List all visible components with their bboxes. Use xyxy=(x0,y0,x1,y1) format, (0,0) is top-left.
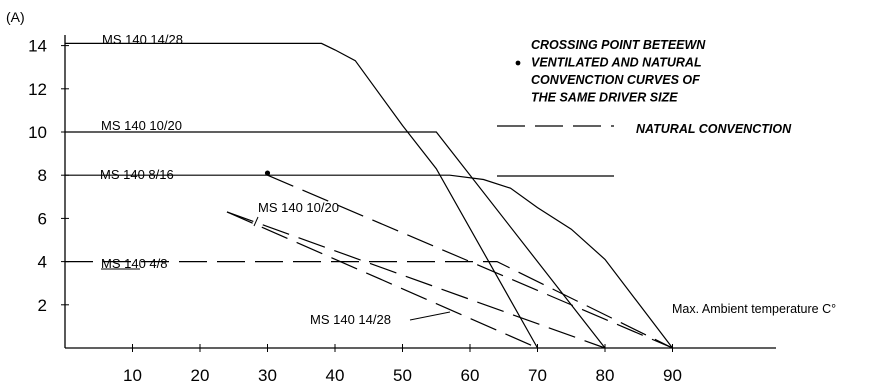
legend-natural-convection-text: NATURAL CONVENCTION xyxy=(636,122,792,136)
dashed-series-line xyxy=(226,211,606,349)
axes: 10 20 30 40 50 60 70 80 90 2 4 6 8 10 12 14 xyxy=(28,35,776,385)
x-tick-label: 40 xyxy=(326,366,345,385)
solid-series-line xyxy=(65,174,673,349)
legend: CROSSING POINT BETEEWN VENTILATED AND NAT… xyxy=(497,38,792,177)
series-label: MS 140 14/28 xyxy=(310,312,391,327)
solid-series-line xyxy=(65,42,539,349)
x-tick-label: 70 xyxy=(528,366,547,385)
y-tick-label: 4 xyxy=(38,253,47,272)
dashed-series-line xyxy=(226,211,538,349)
y-tick-label: 12 xyxy=(28,80,47,99)
legend-crossing-marker xyxy=(515,60,521,66)
x-tick-label: 80 xyxy=(596,366,615,385)
crossing-point-marker xyxy=(264,170,271,176)
y-tick-label: 8 xyxy=(38,166,47,185)
x-axis-label: Max. Ambient temperature C° xyxy=(672,302,836,316)
legend-crossing-text: VENTILATED AND NATURAL xyxy=(531,56,702,70)
x-tick-label: 50 xyxy=(393,366,412,385)
legend-crossing-text: THE SAME DRIVER SIZE xyxy=(531,91,678,105)
x-tick-label: 60 xyxy=(461,366,480,385)
legend-crossing-text: CONVENCTION CURVES OF xyxy=(531,73,700,87)
y-tick-label: 10 xyxy=(28,123,47,142)
legend-crossing-text: CROSSING POINT BETEEWN xyxy=(531,38,706,52)
x-tick-label: 90 xyxy=(663,366,682,385)
y-tick-label: 14 xyxy=(28,37,47,56)
x-tick-label: 10 xyxy=(123,366,142,385)
series-label: MS 140 4/8 xyxy=(101,256,168,271)
label-leader-line xyxy=(409,311,451,321)
label-leader-line xyxy=(253,216,259,227)
x-tick-label: 30 xyxy=(258,366,277,385)
series-label: MS 140 14/28 xyxy=(102,32,183,47)
solid-series-line xyxy=(65,131,606,349)
dashed-series-line xyxy=(267,174,673,349)
series-label: MS 140 8/16 xyxy=(100,167,174,182)
series-labels: MS 140 14/28 MS 140 10/20 MS 140 8/16 MS 14… xyxy=(100,32,451,327)
series-label: MS 140 10/20 xyxy=(101,118,182,133)
x-tick-label: 20 xyxy=(191,366,210,385)
y-tick-label: 2 xyxy=(38,296,47,315)
dashed-series-line xyxy=(65,261,673,349)
series-lines xyxy=(65,42,673,349)
y-unit-label: (A) xyxy=(6,9,25,25)
series-label: MS 140 10/20 xyxy=(258,200,339,215)
y-tick-label: 6 xyxy=(38,209,47,228)
